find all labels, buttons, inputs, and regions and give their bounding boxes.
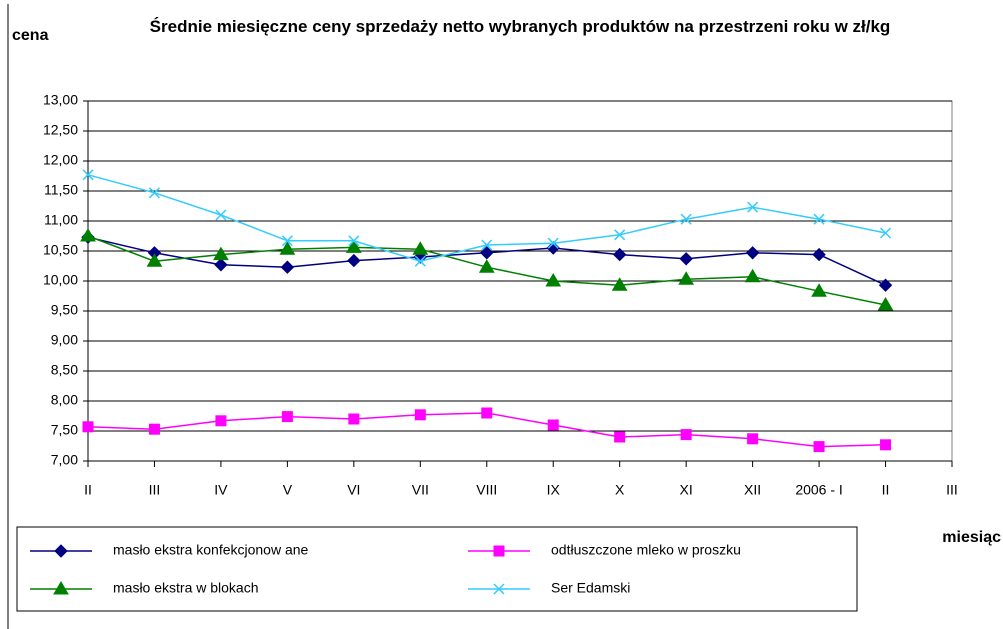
data-point [547,419,559,431]
data-point [214,258,228,272]
legend-box [16,526,858,612]
legend-label: odtłuszczone mleko w proszku [551,542,741,558]
data-point [679,252,693,266]
data-point [877,297,894,311]
x-tick-label: VIII [476,482,497,498]
data-point [813,213,825,225]
data-point [880,227,892,239]
legend-marker [493,545,505,557]
data-point [348,235,360,247]
data-point [82,421,94,433]
data-point [878,278,893,292]
data-point [215,415,227,427]
data-point [146,253,163,267]
y-tick-label: 8,50 [51,362,78,378]
data-point [813,441,825,453]
data-point [546,241,560,255]
data-point [414,409,426,421]
data-point [348,413,360,425]
data-point [680,213,692,225]
data-point [547,237,559,249]
legend-label: masło ekstra w blokach [113,580,259,596]
data-point [812,247,826,262]
x-tick-label: II [84,482,92,498]
data-point [678,271,695,285]
data-point [880,439,892,451]
x-tick-label: XI [680,482,693,498]
x-tick-label: III [149,482,161,498]
data-point [345,239,362,253]
y-tick-label: 9,50 [51,302,78,318]
data-point [412,241,429,255]
data-point [545,273,562,287]
data-point [281,235,293,247]
chart-title: Średnie miesięczne ceny sprzedaży netto … [149,17,891,36]
legend-marker [493,583,505,595]
data-point [481,407,493,419]
data-point [745,246,760,260]
y-tick-label: 11,50 [44,182,78,198]
y-tick-label: 11,00 [44,212,78,228]
data-point [744,268,761,283]
data-point [82,169,94,181]
legend-label: Ser Edamski [551,580,630,596]
x-tick-label: II [882,482,890,498]
data-point [347,253,361,268]
y-tick-label: 12,00 [43,152,78,168]
legend-marker [53,581,69,595]
data-point [281,411,293,423]
y-tick-label: 12,50 [43,122,78,138]
data-point [279,241,296,255]
x-tick-label: IV [214,482,228,498]
data-point [148,187,160,199]
data-point [414,255,426,267]
x-tick-label: X [615,482,625,498]
data-point [478,259,495,273]
data-point [213,246,229,261]
x-tick-label: XII [744,482,761,498]
data-point [481,239,493,251]
data-point [480,246,494,260]
data-point [215,209,227,221]
x-tick-label: IX [547,482,561,498]
y-tick-label: 9,00 [51,332,78,348]
data-point [148,423,160,435]
data-point [747,201,759,213]
data-point [811,283,827,297]
data-point [80,228,96,242]
y-tick-label: 10,00 [43,272,78,288]
x-axis-label: miesiąc [942,529,1001,546]
y-tick-label: 8,00 [51,392,78,408]
data-point [280,260,295,274]
y-tick-label: 13,00 [43,92,78,108]
y-tick-label: 10,50 [43,242,78,258]
data-point [747,433,759,445]
x-tick-label: VII [412,482,429,498]
y-tick-label: 7,50 [51,422,78,438]
y-axis-label: cena [12,27,49,44]
y-tick-label: 7,00 [51,452,78,468]
data-point [611,277,628,291]
data-point [612,247,627,262]
x-tick-label: 2006 - I [795,482,842,498]
legend-marker [54,544,68,558]
x-tick-label: III [946,482,958,498]
x-tick-label: VI [347,482,360,498]
legend-label: masło ekstra konfekcjonow ane [113,542,309,558]
data-point [614,431,626,443]
data-point [614,229,626,241]
data-point [680,429,692,441]
x-tick-label: V [283,482,293,498]
